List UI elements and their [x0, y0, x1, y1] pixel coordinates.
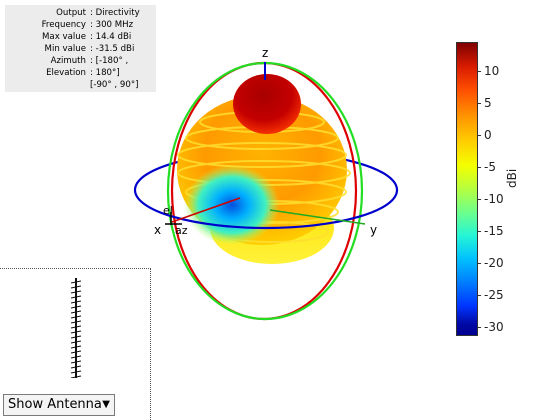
info-key: Max value — [42, 32, 86, 42]
colorbar-tick — [477, 263, 481, 264]
info-key: Frequency — [41, 20, 86, 30]
pattern-top-lobe — [233, 74, 301, 134]
colorbar-tick — [477, 167, 481, 168]
info-key: Output — [56, 8, 86, 18]
colorbar-tick — [477, 199, 481, 200]
antenna-element-icon — [70, 278, 82, 378]
info-value: : Directivity — [90, 8, 140, 18]
azimuth-ring-front — [133, 189, 399, 230]
colorbar — [456, 42, 478, 336]
chevron-down-icon: ▼ — [102, 399, 110, 410]
info-row-min-value: Min value : -31.5 dBi — [5, 43, 156, 55]
y-axis — [269, 209, 366, 225]
info-value: : 300 MHz — [90, 20, 134, 30]
colorbar-tick-label: -20 — [484, 256, 504, 270]
colorbar-tick — [477, 295, 481, 296]
colorbar-tick-label: 5 — [484, 96, 492, 110]
info-value: : 14.4 dBi — [90, 32, 132, 42]
x-axis — [171, 197, 241, 223]
az-label: az — [175, 224, 188, 237]
show-antenna-label: Show Antenna — [8, 397, 102, 412]
colorbar-tick-label: 0 — [484, 128, 492, 142]
colorbar-tick-label: -5 — [484, 160, 496, 174]
colorbar-tick — [477, 103, 481, 104]
info-row-max-value: Max value : 14.4 dBi — [5, 31, 156, 43]
colorbar-title: dBi — [505, 168, 519, 188]
colorbar-tick — [477, 71, 481, 72]
info-row-elevation: Elevation : 180°] — [5, 67, 156, 79]
info-row-elevation-range: [-90° , 90°] — [5, 79, 156, 91]
el-label: el — [163, 204, 173, 217]
y-axis-label: y — [370, 223, 377, 237]
info-value: : -31.5 dBi — [90, 44, 135, 54]
colorbar-tick — [477, 231, 481, 232]
info-key: Azimuth — [50, 56, 86, 66]
info-key: Elevation — [46, 68, 86, 78]
x-axis-label: x — [154, 223, 161, 237]
colorbar-tick-label: -10 — [484, 192, 504, 206]
antenna-preview — [0, 268, 151, 420]
info-value: [-90° , 90°] — [90, 80, 139, 90]
info-row-output: Output : Directivity — [5, 7, 156, 19]
colorbar-tick-label: -15 — [484, 224, 504, 238]
pattern-null-region — [184, 165, 280, 245]
z-axis-label: z — [262, 46, 268, 60]
colorbar-tick-label: -30 — [484, 320, 504, 334]
colorbar-tick-label: 10 — [484, 64, 500, 78]
show-antenna-dropdown[interactable]: Show Antenna ▼ — [3, 394, 115, 416]
colorbar-tick — [477, 135, 481, 136]
info-value: : 180°] — [90, 68, 120, 78]
info-value: : [-180° , — [90, 56, 129, 66]
colorbar-tick-label: -25 — [484, 288, 504, 302]
info-panel: Output : Directivity Frequency : 300 MHz… — [5, 5, 156, 92]
colorbar-tick — [477, 327, 481, 328]
info-row-frequency: Frequency : 300 MHz — [5, 19, 156, 31]
info-key: Min value — [44, 44, 86, 54]
info-row-azimuth: Azimuth : [-180° , — [5, 55, 156, 67]
